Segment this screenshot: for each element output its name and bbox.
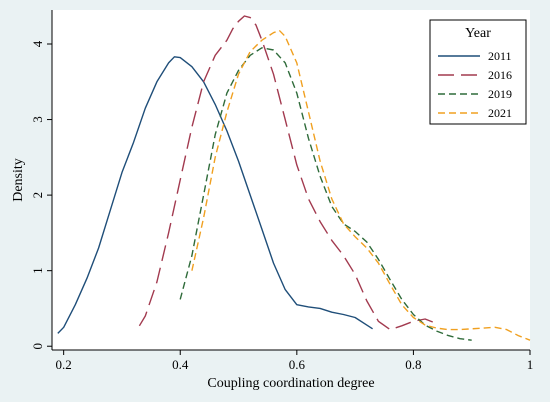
legend-label-2019: 2019 xyxy=(488,87,512,101)
legend-box xyxy=(429,19,527,125)
y-tick-label: 0 xyxy=(30,343,45,350)
legend-label-2011: 2011 xyxy=(488,49,512,63)
x-axis-title: Coupling coordination degree xyxy=(207,376,374,391)
legend-items: 2011 2016 2019 2021 xyxy=(438,49,512,120)
legend-label-2016: 2016 xyxy=(488,68,512,82)
series-layer xyxy=(57,15,531,341)
series-line-2016 xyxy=(138,15,437,331)
y-axis-title: Density xyxy=(11,158,26,202)
x-tick-label: 0.4 xyxy=(172,357,189,372)
y-tick-label: 3 xyxy=(30,116,45,123)
y-tick-label: 1 xyxy=(30,267,45,274)
x-ticks: 0.2 0.4 0.6 0.8 1 xyxy=(56,350,534,372)
x-tick-label: 1 xyxy=(527,357,534,372)
x-tick-label: 0.8 xyxy=(405,357,421,372)
x-tick-label: 0.2 xyxy=(56,357,72,372)
legend-label-2021: 2021 xyxy=(488,106,512,120)
legend-title: Year xyxy=(465,26,491,41)
series-line-2011 xyxy=(57,56,373,334)
y-tick-label: 2 xyxy=(30,192,45,199)
series-line-2021 xyxy=(191,29,531,341)
y-tick-label: 4 xyxy=(30,40,45,47)
x-tick-label: 0.6 xyxy=(289,357,306,372)
y-ticks: 0 1 2 3 4 xyxy=(30,40,52,349)
legend: Year 2011 2016 2019 2021 xyxy=(429,19,527,125)
